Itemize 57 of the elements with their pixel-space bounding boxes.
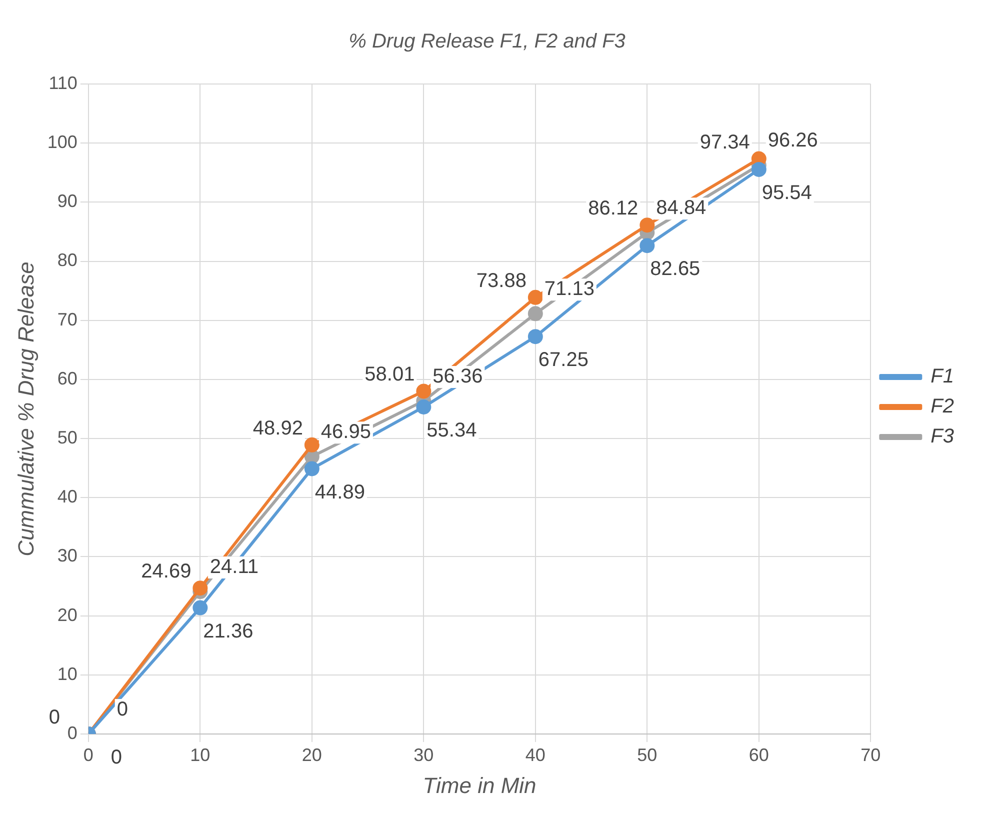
x-tick-label: 70 bbox=[860, 744, 881, 765]
y-tick-label: 70 bbox=[57, 309, 78, 330]
data-label: 24.69 bbox=[141, 560, 192, 583]
point bbox=[416, 384, 432, 399]
y-tick-label: 10 bbox=[57, 664, 78, 684]
y-tick-label: 30 bbox=[57, 546, 78, 566]
point bbox=[192, 600, 208, 616]
point bbox=[640, 238, 655, 254]
x-tick-label: 10 bbox=[190, 744, 210, 765]
y-tick-label: 90 bbox=[57, 191, 78, 212]
y-tick-label: 0 bbox=[67, 722, 78, 743]
data-label: 48.92 bbox=[252, 417, 303, 440]
y-axis-title: Cummulative % Drug Release bbox=[13, 262, 38, 556]
data-label: 86.12 bbox=[588, 198, 638, 220]
data-label: 96.26 bbox=[768, 130, 818, 152]
y-tick-label: 110 bbox=[48, 72, 78, 93]
point bbox=[528, 290, 543, 305]
data-label: 46.95 bbox=[320, 421, 371, 444]
y-tick-label: 60 bbox=[57, 368, 78, 388]
x-tick-label: 20 bbox=[302, 744, 322, 765]
point bbox=[751, 162, 766, 177]
x-tick-label: 30 bbox=[414, 744, 434, 765]
point bbox=[304, 437, 320, 452]
data-label: 56.36 bbox=[432, 365, 483, 388]
y-tick-label: 50 bbox=[57, 428, 78, 448]
data-label: 0 bbox=[116, 698, 128, 721]
x-tick-label: 60 bbox=[748, 744, 769, 765]
data-label: 55.34 bbox=[426, 420, 477, 442]
point bbox=[640, 218, 655, 233]
data-label: 44.89 bbox=[314, 481, 365, 504]
legend-label: F3 bbox=[930, 426, 954, 448]
x-tick-label: 0 bbox=[83, 744, 94, 765]
legend-label: F2 bbox=[930, 396, 954, 418]
y-tick-label: 40 bbox=[57, 486, 78, 507]
y-tick-label: 80 bbox=[57, 250, 78, 270]
x-axis-title: Time in Min bbox=[422, 772, 536, 798]
y-tick-label: 100 bbox=[47, 132, 78, 152]
data-label: 95.54 bbox=[762, 182, 812, 204]
data-label: 97.34 bbox=[700, 131, 750, 154]
point bbox=[528, 306, 543, 322]
data-label: 84.84 bbox=[656, 197, 706, 220]
point bbox=[192, 580, 208, 596]
legend-label: F1 bbox=[930, 366, 954, 388]
data-label: 58.01 bbox=[364, 364, 415, 386]
point bbox=[416, 399, 432, 414]
point bbox=[304, 461, 320, 476]
data-label: 21.36 bbox=[203, 620, 254, 642]
x-tick-label: 40 bbox=[525, 744, 546, 765]
data-label: 24.11 bbox=[210, 556, 258, 578]
data-label: 73.88 bbox=[476, 270, 526, 292]
point bbox=[528, 329, 543, 344]
data-label: 82.65 bbox=[650, 258, 700, 280]
data-label: 67.25 bbox=[538, 349, 588, 372]
chart-title: % Drug Release F1, F2 and F3 bbox=[348, 30, 626, 53]
data-label: 71.13 bbox=[544, 278, 594, 300]
x-tick-label: 50 bbox=[637, 744, 658, 765]
y-tick-label: 20 bbox=[57, 604, 78, 625]
